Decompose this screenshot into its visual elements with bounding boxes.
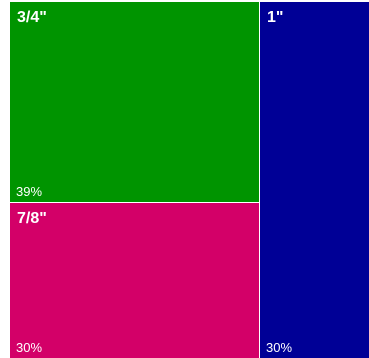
tile-label: 7/8" (17, 210, 47, 227)
treemap-tile-seven-eighths: 7/8" 30% (10, 203, 259, 358)
tile-value: 39% (16, 184, 43, 199)
treemap-tile-one-inch: 1" 30% (260, 2, 369, 358)
tile-value: 30% (266, 340, 293, 355)
tile-label: 3/4" (17, 9, 47, 26)
treemap-tile-three-quarter: 3/4" 39% (10, 2, 259, 202)
tile-value: 30% (16, 340, 43, 355)
tile-label: 1" (267, 9, 284, 26)
